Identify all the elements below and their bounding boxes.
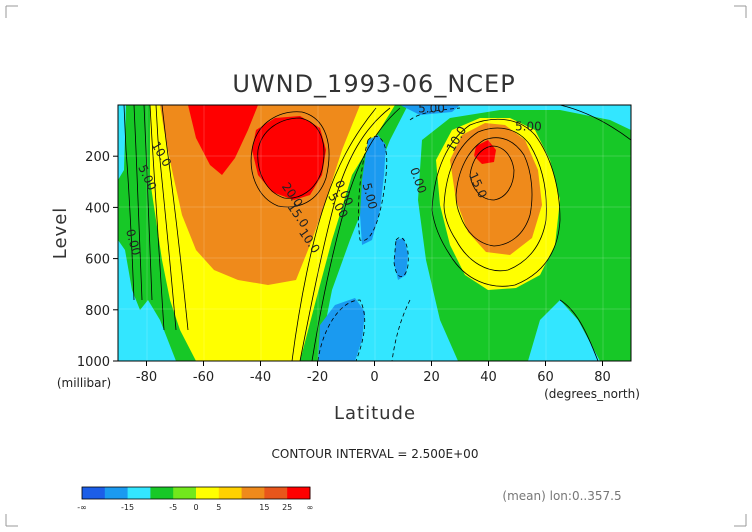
contour-lines — [123, 105, 631, 361]
colorbar-tick-label: -15 — [121, 503, 134, 512]
colorbar-tick-label: -5 — [169, 503, 177, 512]
x-tick-label: -80 — [136, 370, 157, 385]
colorbar-swatch — [241, 487, 265, 499]
band-orange-north — [450, 123, 542, 255]
colorbar-tick-label: 15 — [259, 503, 269, 512]
x-axis-label: Latitude — [334, 403, 416, 424]
band-blue-top — [400, 105, 460, 115]
contour-interval-text: CONTOUR INTERVAL = 2.500E+00 — [272, 447, 479, 461]
colorbar-swatch — [82, 487, 106, 499]
x-tick-label: 20 — [423, 370, 440, 385]
colorbar-tick-label: -∞ — [77, 503, 87, 512]
averaging-note: (mean) lon:0..357.5 — [502, 489, 621, 503]
band-red-south-upper — [188, 105, 258, 175]
x-tick-label: 0 — [370, 370, 378, 385]
colorbar-swatch — [218, 487, 243, 499]
corner-marks — [5, 5, 747, 527]
contour-label: 5.00 — [515, 120, 542, 134]
grid-lines — [118, 105, 631, 361]
band-blue-eq-low — [318, 298, 365, 361]
y-axis-label: Level — [50, 207, 71, 260]
colorbar-tick-label: 0 — [193, 503, 198, 512]
y-axis-units: (millibar) — [57, 376, 111, 390]
x-tick-label: -20 — [307, 370, 328, 385]
x-tick-label: -40 — [250, 370, 271, 385]
colorbar: -∞ -15 -5 0 5 15 25 ∞ — [77, 486, 314, 512]
contour-lines-dashed — [317, 107, 461, 361]
band-blue-eq-upper — [360, 135, 386, 245]
y-tick-label: 600 — [85, 253, 110, 268]
colorbar-swatch — [104, 487, 129, 499]
band-blue-eq-mid — [394, 238, 408, 280]
band-red-south-jet — [252, 116, 326, 200]
x-axis: -80 -60 -40 -20 0 20 40 60 80 — [136, 361, 611, 385]
x-tick-label: 60 — [537, 370, 554, 385]
colorbar-tick-label: 5 — [216, 503, 221, 512]
colorbar-tick-label: 25 — [282, 503, 292, 512]
chart-title: UWND_1993-06_NCEP — [232, 70, 515, 98]
x-tick-label: -60 — [193, 370, 214, 385]
x-axis-units: (degrees_north) — [544, 387, 640, 401]
y-tick-label: 200 — [85, 150, 110, 165]
colorbar-swatch — [150, 487, 174, 499]
y-axis: 200 400 600 800 1000 — [77, 150, 118, 370]
y-tick-label: 400 — [85, 201, 110, 216]
contour-label: 5.00 — [360, 181, 380, 210]
colorbar-swatch — [127, 487, 151, 499]
colorbar-swatch — [173, 487, 197, 499]
x-tick-label: 80 — [594, 370, 611, 385]
y-tick-label: 1000 — [77, 355, 110, 370]
y-tick-label: 800 — [85, 304, 110, 319]
contour-label: 5.00 — [418, 102, 445, 116]
colorbar-frame — [81, 486, 311, 500]
colorbar-tick-label: ∞ — [307, 503, 314, 512]
contour-label: 0.00 — [123, 227, 143, 256]
colorbar-swatch — [287, 487, 311, 499]
colorbar-swatch — [264, 487, 288, 499]
x-tick-label: 40 — [480, 370, 497, 385]
colorbar-swatch — [196, 487, 220, 499]
